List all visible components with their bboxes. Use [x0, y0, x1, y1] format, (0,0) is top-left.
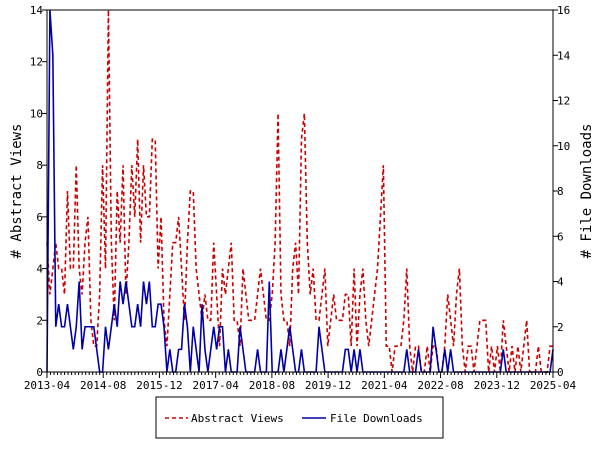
axes: 0 2 4 6 8 10 12 14 0 2 4 6 8 10 12 14 16 2013-04 2014-08 20…	[24, 4, 577, 392]
y-left-tick-label: 12	[30, 56, 43, 69]
y-left-tick-label: 8	[36, 159, 43, 172]
y-left-tick-label: 14	[30, 4, 44, 17]
y-axis-right-title: # File Downloads	[579, 124, 595, 259]
legend-box	[155, 396, 444, 439]
y-right-tick-label: 12	[557, 95, 570, 108]
y-left-tick-label: 2	[36, 314, 43, 327]
y-right-tick-label: 16	[557, 4, 570, 17]
y-left-tick-label: 6	[36, 211, 43, 224]
legend: Abstract Views File Downloads	[155, 396, 444, 439]
x-tick-label: 2015-12	[136, 379, 182, 392]
y-left-tick-label: 4	[36, 263, 43, 276]
y-right-tick-label: 14	[557, 49, 571, 62]
x-tick-label: 2025-04	[530, 379, 577, 392]
x-tick-label: 2018-08	[249, 379, 295, 392]
y-axis-left-title: # Abstract Views	[9, 124, 25, 259]
y-left-tick-label: 0	[36, 366, 43, 379]
y-left-tick-label: 10	[30, 107, 43, 120]
x-tick-label: 2017-04	[192, 379, 239, 392]
x-tick-label: 2021-04	[361, 379, 408, 392]
y-right-tick-label: 6	[557, 230, 564, 243]
series-line-abstract-views	[46, 9, 553, 373]
y-right-tick-label: 10	[557, 140, 570, 153]
y-right-tick-label: 8	[557, 185, 564, 198]
legend-label-abstract-views: Abstract Views	[191, 412, 284, 425]
y-right-tick-label: 0	[557, 366, 564, 379]
y-right-tick-label: 4	[557, 276, 564, 289]
series-lines	[46, 9, 554, 373]
x-tick-label: 2023-12	[474, 379, 520, 392]
x-tick-label: 2013-04	[24, 379, 71, 392]
x-tick-label: 2014-08	[80, 379, 126, 392]
x-tick-label: 2019-12	[305, 379, 351, 392]
y-right-tick-label: 2	[557, 321, 564, 334]
x-tick-label: 2022-08	[417, 379, 463, 392]
legend-label-file-downloads: File Downloads	[330, 412, 423, 425]
